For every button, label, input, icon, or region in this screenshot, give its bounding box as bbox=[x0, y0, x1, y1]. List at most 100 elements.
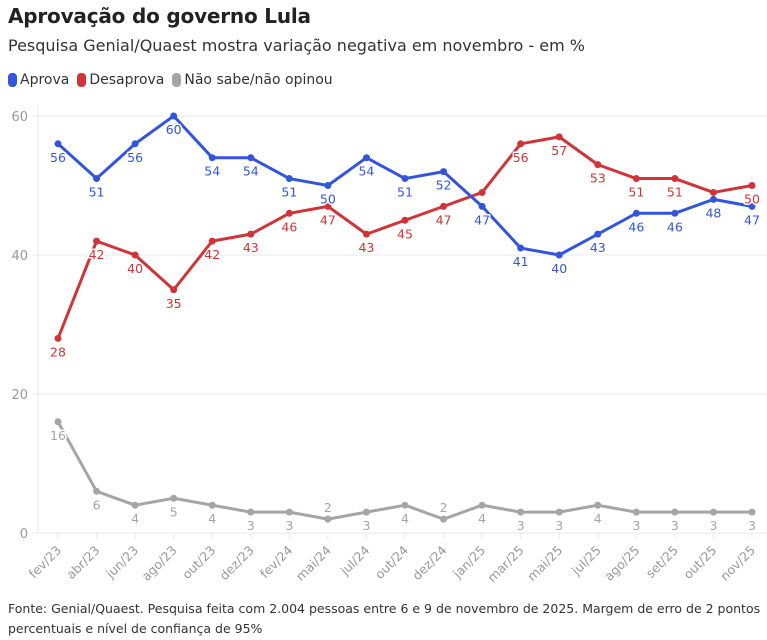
data-point-n-o-sabe-n-o-opinou bbox=[208, 501, 216, 509]
data-label-desaprova: 42 bbox=[89, 247, 105, 262]
data-point-desaprova bbox=[671, 175, 679, 183]
data-point-desaprova bbox=[54, 334, 62, 342]
legend-label: Aprova bbox=[20, 72, 70, 88]
data-label-n-o-sabe-n-o-opinou: 4 bbox=[478, 511, 486, 526]
x-tick-label: ago/25 bbox=[601, 543, 642, 584]
x-tick-label: jul/25 bbox=[568, 543, 604, 579]
data-label-desaprova: 28 bbox=[50, 344, 66, 359]
data-point-desaprova bbox=[285, 209, 293, 217]
chart-subtitle: Pesquisa Genial/Quaest mostra variação n… bbox=[8, 36, 586, 55]
data-point-n-o-sabe-n-o-opinou bbox=[594, 501, 602, 509]
data-label-aprova: 40 bbox=[551, 261, 567, 276]
data-point-n-o-sabe-n-o-opinou bbox=[93, 487, 101, 495]
data-label-aprova: 41 bbox=[513, 254, 529, 269]
data-point-aprova bbox=[208, 154, 216, 162]
data-point-aprova bbox=[401, 175, 409, 183]
data-label-n-o-sabe-n-o-opinou: 3 bbox=[285, 518, 293, 533]
data-label-aprova: 54 bbox=[358, 164, 374, 179]
data-point-n-o-sabe-n-o-opinou bbox=[401, 501, 409, 509]
data-point-desaprova bbox=[440, 202, 448, 210]
data-label-n-o-sabe-n-o-opinou: 2 bbox=[324, 500, 332, 515]
data-point-desaprova bbox=[594, 161, 602, 169]
y-tick-label: 40 bbox=[11, 249, 28, 264]
chart-title: Aprovação do governo Lula bbox=[8, 4, 311, 28]
x-tick-label: jan/25 bbox=[449, 543, 488, 582]
legend-item-nao-sabe[interactable]: Não sabe/não opinou bbox=[172, 72, 333, 88]
data-label-aprova: 47 bbox=[744, 212, 760, 227]
data-point-aprova bbox=[709, 195, 717, 203]
data-label-aprova: 56 bbox=[127, 150, 143, 165]
data-point-n-o-sabe-n-o-opinou bbox=[324, 515, 332, 523]
data-label-n-o-sabe-n-o-opinou: 4 bbox=[401, 511, 409, 526]
data-point-aprova bbox=[324, 182, 332, 189]
data-point-desaprova bbox=[517, 140, 525, 148]
data-label-aprova: 46 bbox=[667, 219, 683, 234]
data-point-n-o-sabe-n-o-opinou bbox=[131, 501, 139, 509]
data-label-aprova: 51 bbox=[89, 185, 105, 200]
data-point-aprova bbox=[517, 244, 525, 252]
data-point-desaprova bbox=[632, 175, 640, 183]
data-label-n-o-sabe-n-o-opinou: 3 bbox=[632, 518, 640, 533]
x-tick-label: ago/23 bbox=[139, 543, 180, 584]
data-label-n-o-sabe-n-o-opinou: 5 bbox=[170, 504, 178, 519]
data-point-desaprova bbox=[93, 237, 101, 245]
x-tick-label: fev/23 bbox=[26, 543, 65, 582]
data-label-n-o-sabe-n-o-opinou: 3 bbox=[709, 518, 717, 533]
data-label-desaprova: 45 bbox=[397, 226, 413, 241]
data-label-desaprova: 51 bbox=[628, 185, 644, 200]
grid bbox=[32, 106, 767, 534]
data-point-n-o-sabe-n-o-opinou bbox=[440, 515, 448, 523]
data-point-desaprova bbox=[401, 216, 409, 224]
data-point-desaprova bbox=[131, 251, 139, 259]
legend-swatch-nao-sabe bbox=[172, 73, 182, 87]
data-label-desaprova: 46 bbox=[281, 219, 297, 234]
data-point-desaprova bbox=[362, 230, 370, 238]
data-point-n-o-sabe-n-o-opinou bbox=[555, 508, 563, 516]
data-label-n-o-sabe-n-o-opinou: 3 bbox=[748, 518, 756, 533]
x-tick-label: abr/23 bbox=[63, 543, 102, 582]
data-label-n-o-sabe-n-o-opinou: 4 bbox=[594, 511, 602, 526]
legend: Aprova Desaprova Não sabe/não opinou bbox=[8, 72, 333, 88]
data-label-desaprova: 43 bbox=[243, 240, 259, 255]
data-point-aprova bbox=[170, 112, 178, 120]
data-label-aprova: 52 bbox=[436, 178, 452, 193]
data-point-n-o-sabe-n-o-opinou bbox=[285, 508, 293, 516]
legend-label: Não sabe/não opinou bbox=[184, 72, 333, 88]
legend-item-desaprova[interactable]: Desaprova bbox=[77, 72, 164, 88]
data-label-desaprova: 40 bbox=[127, 261, 143, 276]
data-point-aprova bbox=[748, 202, 756, 210]
x-tick-label: jun/23 bbox=[102, 543, 141, 582]
legend-swatch-aprova bbox=[8, 73, 17, 87]
data-point-n-o-sabe-n-o-opinou bbox=[517, 508, 525, 516]
x-tick-label: out/24 bbox=[372, 542, 411, 581]
data-point-aprova bbox=[594, 230, 602, 238]
data-label-n-o-sabe-n-o-opinou: 3 bbox=[362, 518, 370, 533]
legend-item-aprova[interactable]: Aprova bbox=[8, 72, 69, 88]
data-label-desaprova: 50 bbox=[744, 192, 760, 207]
x-tick-label: fev/24 bbox=[257, 542, 296, 581]
data-point-desaprova bbox=[478, 188, 486, 196]
data-label-desaprova: 47 bbox=[436, 212, 452, 227]
series bbox=[54, 112, 756, 523]
y-tick-label: 0 bbox=[20, 527, 28, 542]
data-label-aprova: 51 bbox=[281, 185, 297, 200]
data-label-aprova: 60 bbox=[166, 122, 182, 137]
data-label-aprova: 56 bbox=[50, 150, 66, 165]
data-label-desaprova: 35 bbox=[166, 296, 182, 311]
data-point-n-o-sabe-n-o-opinou bbox=[748, 508, 756, 516]
data-point-aprova bbox=[285, 175, 293, 183]
data-label-aprova: 48 bbox=[705, 205, 721, 220]
data-label-aprova: 50 bbox=[320, 192, 336, 207]
data-point-n-o-sabe-n-o-opinou bbox=[247, 508, 255, 516]
data-label-n-o-sabe-n-o-opinou: 16 bbox=[50, 428, 66, 443]
data-point-aprova bbox=[93, 175, 101, 183]
data-point-n-o-sabe-n-o-opinou bbox=[362, 508, 370, 516]
data-point-n-o-sabe-n-o-opinou bbox=[709, 508, 717, 516]
data-point-desaprova bbox=[324, 202, 332, 210]
x-tick-label: nov/25 bbox=[717, 543, 758, 584]
data-point-desaprova bbox=[208, 237, 216, 245]
data-label-n-o-sabe-n-o-opinou: 4 bbox=[208, 511, 216, 526]
